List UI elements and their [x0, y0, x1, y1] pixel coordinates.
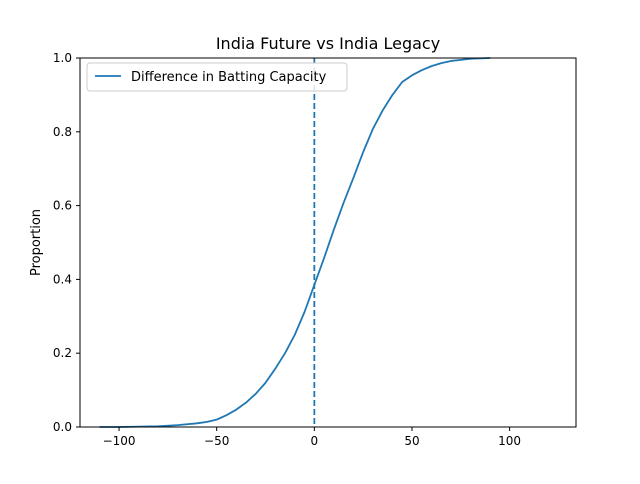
y-tick-label: 0.0 [53, 420, 72, 434]
legend: Difference in Batting Capacity [86, 62, 348, 92]
legend-label: Difference in Batting Capacity [131, 70, 327, 85]
x-tick-label: 100 [498, 434, 521, 448]
legend-box [86, 62, 348, 92]
x-tick-label: 0 [311, 434, 319, 448]
x-tick-label: 50 [404, 434, 419, 448]
y-axis-label: Proportion [29, 209, 44, 276]
y-tick-label: 0.2 [53, 346, 72, 360]
axes: −100 −50 0 50 100 0.0 0.2 0.4 0.6 0.8 1.0 [53, 51, 577, 448]
axes-frame [79, 57, 577, 428]
x-tick-label: −100 [103, 434, 136, 448]
y-tick-label: 0.4 [53, 272, 72, 286]
plot-area [99, 57, 491, 428]
chart-title: India Future vs India Legacy [216, 34, 440, 53]
x-tick-label: −50 [204, 434, 229, 448]
y-tick-label: 0.8 [53, 125, 72, 139]
series-line-0 [99, 57, 491, 428]
y-tick-label: 0.6 [53, 199, 72, 213]
y-tick-label: 1.0 [53, 51, 72, 65]
